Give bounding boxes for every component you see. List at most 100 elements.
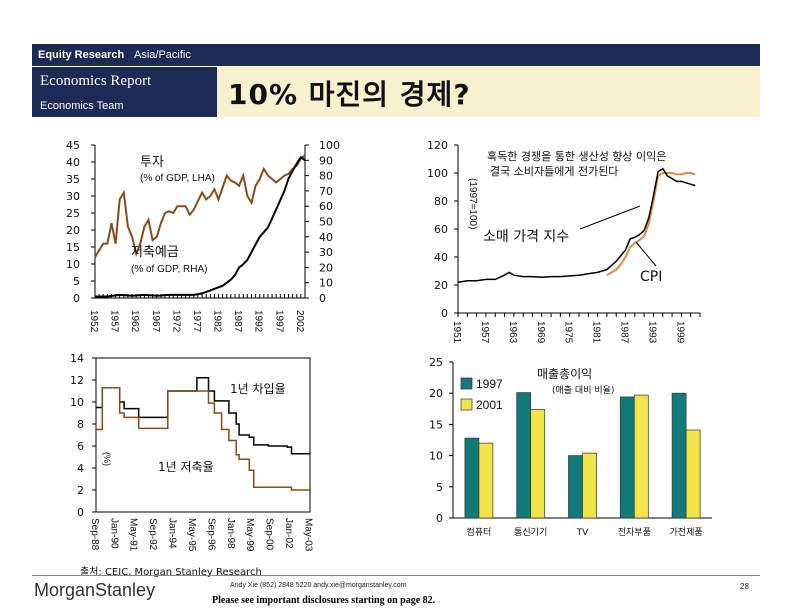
series-savings-sublabel: (% of GDP, RHA): [131, 264, 208, 275]
footer-divider: [32, 575, 760, 576]
right-tick-label: 100: [319, 139, 340, 152]
section-label: Equity Research: [38, 49, 125, 61]
x-tick-label: 1952: [88, 310, 99, 333]
right-tick-label: 90: [319, 154, 333, 167]
x-tick-label: 1967: [150, 310, 161, 333]
x-tick-label: 1987: [232, 310, 243, 333]
left-tick-label: 5: [73, 275, 80, 288]
retail-price-pointer: [579, 205, 641, 230]
x-tick-label: 1999: [674, 321, 685, 344]
right-tick-label: 10: [319, 277, 333, 290]
cpi-pointer: [635, 241, 657, 267]
legend-swatch-1997: [460, 377, 473, 390]
y-tick-label: 10: [70, 396, 84, 409]
chart-title: 매출총이익: [537, 367, 592, 381]
x-tick-label: 2002: [294, 310, 305, 333]
y-tick-label: 20: [429, 387, 443, 400]
y-tick-label: 0: [77, 506, 84, 519]
x-tick-label: Sep-92: [147, 518, 158, 551]
plot-frame: [95, 357, 311, 513]
bar-2001-0: [478, 442, 494, 519]
x-tick-label: 1957: [109, 310, 120, 333]
right-tick-label: 0: [319, 292, 326, 305]
y-tick-label: 10: [429, 450, 443, 463]
x-tick-label: 1993: [646, 321, 657, 344]
right-tick-label: 80: [319, 170, 333, 183]
series-borrowing-line: [96, 377, 310, 455]
x-tick-label: Sep-88: [89, 518, 100, 551]
y-tick-label: 120: [427, 139, 448, 152]
category-label: 컴퓨터: [466, 526, 491, 538]
y-tick-label: 8: [77, 418, 84, 431]
legend-label-2001: 2001: [476, 398, 503, 412]
series-deposit-line: [96, 386, 310, 491]
category-label: 전자부품: [618, 527, 651, 538]
bar-2001-3: [633, 394, 649, 519]
x-tick-label: 1982: [212, 310, 223, 333]
team-name: Economics Team: [40, 100, 124, 112]
y-tick-label: 80: [434, 195, 448, 208]
y-tick-label: 0: [441, 307, 448, 320]
y-tick-label: 2: [77, 484, 84, 497]
y-tick-label: 15: [429, 418, 443, 431]
left-tick-label: 0: [73, 292, 80, 305]
headline-panel: [217, 67, 760, 117]
series-investment-label: 투자: [140, 155, 164, 170]
report-name: Economics Report: [40, 73, 152, 89]
x-tick-label: 1957: [479, 321, 490, 344]
y-tick-label: 100: [427, 167, 448, 180]
source-note: 출처: CEIC, Morgan Stanley Research: [80, 567, 262, 578]
x-tick-label: 1975: [563, 321, 574, 344]
report-panel: Economics Report Economics Team: [32, 67, 217, 117]
x-tick-label: May-99: [244, 518, 255, 552]
left-tick-label: 40: [66, 156, 80, 169]
series-investment-line: [94, 154, 306, 258]
series-savings-label: 저축예금: [131, 245, 179, 260]
x-tick-label: 1972: [170, 310, 181, 333]
y-tick-label: 60: [434, 223, 448, 236]
left-tick-label: 10: [66, 258, 80, 271]
right-tick-label: 30: [319, 246, 333, 259]
legend-label-1997: 1997: [476, 377, 503, 391]
y-tick-label: 20: [434, 279, 448, 292]
x-tick-label: 1962: [129, 310, 140, 333]
morgan-stanley-logo: MorganStanley: [34, 580, 156, 600]
x-tick-label: Jan-98: [225, 518, 236, 549]
left-tick-label: 25: [66, 207, 80, 220]
series-retail-price-line: [457, 167, 696, 283]
chart-retail-price-index: 0 20 40 60 80 100 120 1951 1957 1963 1969 1975 1981 1…: [427, 139, 701, 344]
x-tick-label: 1992: [253, 310, 264, 333]
x-tick-label: 1951: [451, 321, 462, 344]
bar-1997-2: [568, 455, 583, 519]
series-cpi-label: CPI: [640, 269, 662, 285]
x-tick-label: 1981: [591, 321, 602, 344]
x-tick-label: Sep-00: [264, 518, 275, 551]
chart-subtitle: (매출 대비 비율): [552, 385, 614, 396]
legend-swatch-2001: [460, 398, 473, 411]
y-tick-label: 6: [77, 440, 84, 453]
chart-investment-savings: 0 5 10 15 20 25 30 35 40 45 0 10 20 30 40 50 60 70 80 90 100…: [66, 139, 340, 333]
x-tick-label: May-03: [302, 518, 313, 552]
x-tick-label: 1963: [507, 321, 518, 344]
x-tick-label: Jan-02: [283, 518, 294, 549]
series-cpi-line: [606, 172, 696, 277]
x-tick-label: 1969: [535, 321, 546, 344]
category-label: 가전제품: [670, 527, 703, 538]
right-tick-label: 70: [319, 185, 333, 198]
series-investment-sublabel: (% of GDP, LHA): [140, 173, 215, 184]
y-axis-unit: (%): [102, 452, 112, 466]
x-tick-label: Jan-94: [167, 518, 178, 549]
category-label: 통신기기: [514, 527, 547, 538]
chart-gross-margin: 0 5 10 15 20 25 컴퓨터 통신기기 TV 전자부품 가전제품 1997 2001 매출총이익…: [429, 356, 712, 538]
series-savings-line: [95, 155, 306, 298]
right-tick-label: 40: [319, 231, 333, 244]
analyst-contact: Andy Xie (852) 2848 5220 andy.xie@morgan…: [230, 582, 407, 589]
series-deposit-label: 1년 저축율: [158, 460, 214, 474]
bar-1997-1: [516, 392, 532, 519]
x-tick-label: May-91: [128, 518, 139, 552]
y-tick-label: 14: [70, 352, 84, 365]
top-header-bar: Equity Research Asia/Pacific: [32, 44, 760, 66]
y-tick-label: 5: [436, 481, 443, 494]
left-tick-label: 15: [66, 241, 80, 254]
